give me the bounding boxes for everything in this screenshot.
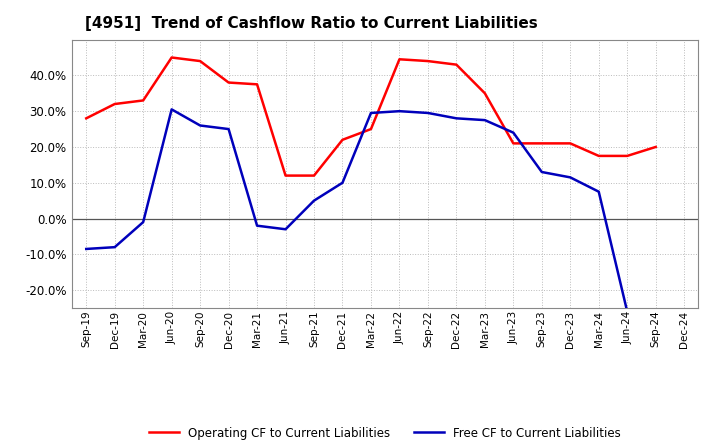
- Operating CF to Current Liabilities: [253, 82, 261, 87]
- Legend: Operating CF to Current Liabilities, Free CF to Current Liabilities: Operating CF to Current Liabilities, Fre…: [150, 427, 621, 440]
- Free CF to Current Liabilities: [110, 245, 119, 250]
- Free CF to Current Liabilities: [310, 198, 318, 203]
- Operating CF to Current Liabilities: [623, 153, 631, 158]
- Free CF to Current Liabilities: [82, 246, 91, 252]
- Free CF to Current Liabilities: [366, 110, 375, 116]
- Operating CF to Current Liabilities: [366, 126, 375, 132]
- Operating CF to Current Liabilities: [423, 59, 432, 64]
- Free CF to Current Liabilities: [480, 117, 489, 123]
- Free CF to Current Liabilities: [595, 189, 603, 194]
- Operating CF to Current Liabilities: [167, 55, 176, 60]
- Operating CF to Current Liabilities: [652, 144, 660, 150]
- Operating CF to Current Liabilities: [509, 141, 518, 146]
- Free CF to Current Liabilities: [338, 180, 347, 185]
- Free CF to Current Liabilities: [537, 169, 546, 175]
- Free CF to Current Liabilities: [282, 227, 290, 232]
- Text: [4951]  Trend of Cashflow Ratio to Current Liabilities: [4951] Trend of Cashflow Ratio to Curren…: [84, 16, 537, 32]
- Operating CF to Current Liabilities: [139, 98, 148, 103]
- Free CF to Current Liabilities: [452, 116, 461, 121]
- Free CF to Current Liabilities: [167, 107, 176, 112]
- Free CF to Current Liabilities: [395, 109, 404, 114]
- Free CF to Current Liabilities: [225, 126, 233, 132]
- Operating CF to Current Liabilities: [566, 141, 575, 146]
- Free CF to Current Liabilities: [509, 130, 518, 135]
- Free CF to Current Liabilities: [623, 309, 631, 314]
- Free CF to Current Liabilities: [139, 220, 148, 225]
- Free CF to Current Liabilities: [253, 223, 261, 228]
- Operating CF to Current Liabilities: [225, 80, 233, 85]
- Free CF to Current Liabilities: [423, 110, 432, 116]
- Operating CF to Current Liabilities: [338, 137, 347, 143]
- Free CF to Current Liabilities: [196, 123, 204, 128]
- Operating CF to Current Liabilities: [196, 59, 204, 64]
- Operating CF to Current Liabilities: [310, 173, 318, 178]
- Operating CF to Current Liabilities: [110, 101, 119, 106]
- Operating CF to Current Liabilities: [282, 173, 290, 178]
- Free CF to Current Liabilities: [566, 175, 575, 180]
- Operating CF to Current Liabilities: [480, 91, 489, 96]
- Operating CF to Current Liabilities: [452, 62, 461, 67]
- Line: Operating CF to Current Liabilities: Operating CF to Current Liabilities: [86, 58, 656, 176]
- Line: Free CF to Current Liabilities: Free CF to Current Liabilities: [86, 110, 627, 312]
- Operating CF to Current Liabilities: [537, 141, 546, 146]
- Operating CF to Current Liabilities: [395, 57, 404, 62]
- Operating CF to Current Liabilities: [82, 116, 91, 121]
- Operating CF to Current Liabilities: [595, 153, 603, 158]
